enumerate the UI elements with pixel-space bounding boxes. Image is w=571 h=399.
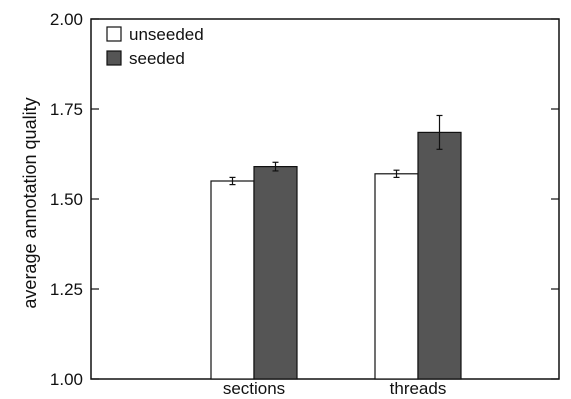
legend-label-seeded: seeded (129, 49, 185, 68)
y-tick-label-2: 1.50 (50, 190, 83, 209)
y-axis-title: average annotation quality (20, 97, 40, 308)
y-tick-label-4: 2.00 (50, 10, 83, 29)
legend-swatch-unseeded (106, 26, 122, 42)
legend-label-unseeded: unseeded (129, 25, 204, 44)
bar-sections-seeded (253, 166, 298, 380)
y-tick-label-0: 1.00 (50, 370, 83, 389)
y-tick-label-1: 1.25 (50, 280, 83, 299)
bar-sections-unseeded (210, 180, 255, 380)
y-axis-title-group: average annotation quality (20, 97, 40, 308)
x-tick-label-threads: threads (390, 379, 447, 398)
x-tick-label-sections: sections (223, 379, 285, 398)
bar-threads-unseeded (374, 173, 419, 380)
plot-area: 1.00 1.25 1.50 1.75 2.00 sections threads unsee… (50, 10, 560, 398)
y-tick-label-3: 1.75 (50, 100, 83, 119)
plot-frame (90, 18, 560, 380)
bar-threads-seeded (417, 131, 462, 380)
legend-swatch-seeded (106, 50, 122, 66)
